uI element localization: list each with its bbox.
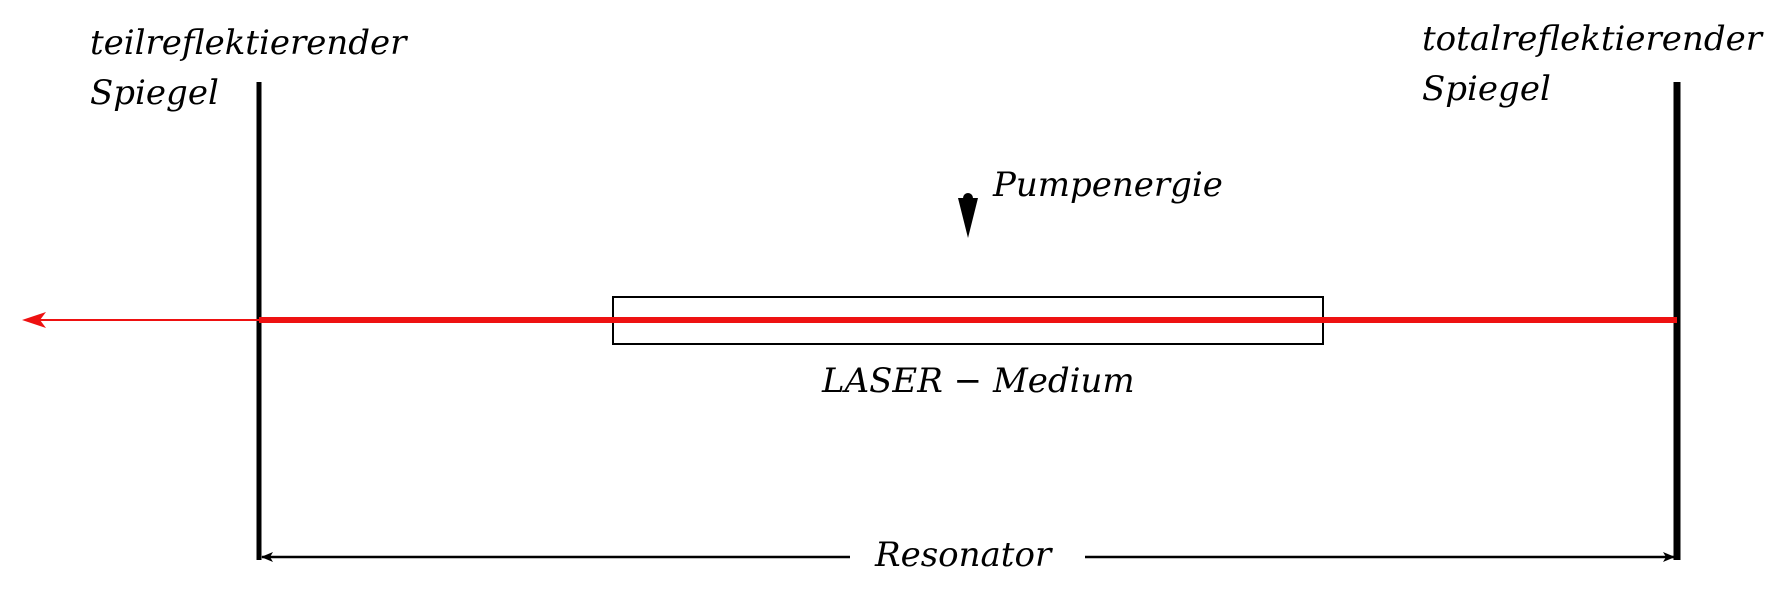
left-mirror-label-line1: teilreflektierender <box>90 23 408 63</box>
output-beam-arrowhead <box>22 312 46 328</box>
left-mirror-label-line2: Spiegel <box>90 73 219 113</box>
right-mirror-label-line1: totalreflektierender <box>1422 19 1764 59</box>
pump-arrow-head <box>958 198 978 238</box>
pump-energy-label: Pumpenergie <box>992 165 1223 205</box>
laser-medium-label: LASER − Medium <box>821 361 1135 401</box>
resonator-label: Resonator <box>874 535 1053 575</box>
right-mirror-label-line2: Spiegel <box>1422 69 1551 109</box>
